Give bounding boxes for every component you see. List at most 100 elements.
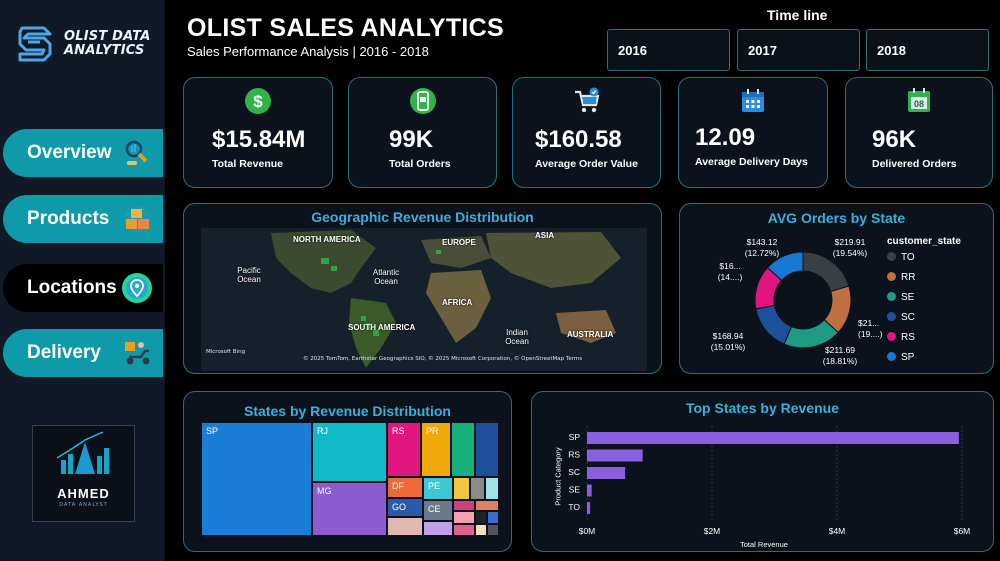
treemap-cell-df[interactable]: DF — [387, 477, 423, 498]
bar-y-tick-se: SE — [569, 485, 581, 495]
kpi-label: Total Revenue — [212, 158, 283, 170]
shopping-cart-icon — [574, 87, 599, 113]
bar-x-axis-title: Total Revenue — [740, 540, 788, 549]
treemap-cell-se[interactable] — [487, 511, 499, 524]
page-title: OLIST SALES ANALYTICS — [187, 14, 504, 42]
brand-logo: OLIST DATA ANALYTICS — [12, 18, 160, 74]
treemap-cell-rn[interactable] — [453, 511, 475, 524]
year-button-2016[interactable]: 2016 — [607, 29, 730, 71]
bar-se[interactable] — [587, 484, 592, 497]
author-name: AHMED — [57, 486, 110, 501]
treemap-cell-mt[interactable] — [470, 477, 485, 500]
kpi-total-orders: 99K Total Orders — [348, 77, 497, 188]
treemap-cell-sc[interactable] — [451, 422, 475, 477]
treemap-cell-ro[interactable] — [475, 524, 487, 536]
nav-delivery[interactable]: Delivery — [3, 329, 163, 377]
donut-label-rs: $16... (14....) — [717, 261, 743, 282]
calendar-08-icon: 08 — [908, 88, 930, 112]
world-map-image — [201, 228, 647, 371]
kpi-delivered-orders: 08 96K Delivered Orders — [845, 77, 993, 188]
donut-label-to: $219.91 (19.54%) — [832, 237, 868, 258]
brand-line1: OLIST DATA — [64, 29, 151, 44]
bar-x-tick: $4M — [829, 526, 846, 536]
treemap-cell-pr[interactable]: PR — [421, 422, 451, 477]
donut-chart[interactable] — [748, 245, 858, 355]
legend-item-se[interactable]: SE — [887, 292, 914, 303]
year-button-2018[interactable]: 2018 — [866, 29, 989, 71]
map-label-africa: AFRICA — [442, 298, 473, 307]
bar-x-tick: $6M — [954, 526, 971, 536]
author-role: DATA ANALYST — [59, 502, 108, 508]
treemap-cell-to[interactable] — [453, 524, 475, 536]
nav-products[interactable]: Products — [3, 195, 163, 243]
kpi-value: 99K — [389, 126, 434, 153]
brand-line2: ANALYTICS — [64, 43, 145, 58]
bar-sp[interactable] — [587, 432, 959, 444]
treemap-cell-mg[interactable]: MG — [312, 482, 387, 536]
bar-x-tick: $0M — [579, 526, 596, 536]
kpi-average-order-value: $160.58 Average Order Value — [512, 77, 661, 188]
treemap-cell-rj[interactable]: RJ — [312, 422, 387, 482]
calendar-icon — [742, 89, 764, 112]
legend-item-rr[interactable]: RR — [887, 272, 915, 283]
bar-chart[interactable]: $0M $2M $4M $6M SP RS SC SE TO — [552, 424, 972, 548]
analytics-logo-icon — [56, 431, 109, 474]
legend-item-sp[interactable]: SP — [887, 352, 914, 363]
treemap-cell-sp[interactable]: SP — [201, 422, 312, 536]
map-provider: Microsoft Bing — [206, 349, 246, 355]
map-attribution[interactable]: © 2025 TomTom, Earthstar Geographics SIO… — [303, 356, 583, 362]
map-label-south-america: SOUTH AMERICA — [348, 323, 416, 332]
magnifier-chart-icon — [125, 140, 148, 165]
legend-item-to[interactable]: TO — [887, 252, 915, 263]
bar-rs[interactable] — [587, 449, 643, 462]
bar-y-tick-rs: RS — [568, 450, 580, 460]
legend-item-sc[interactable]: SC — [887, 312, 915, 323]
treemap-cell-ms[interactable] — [453, 500, 475, 511]
map-label-atlantic: Atlantic Ocean — [372, 268, 400, 286]
treemap-cell-rs[interactable]: RS — [387, 422, 421, 477]
treemap-cell-pe[interactable]: PE — [423, 477, 453, 500]
legend-item-rs[interactable]: RS — [887, 332, 915, 343]
nav-overview-label: Overview — [27, 142, 112, 163]
nav-overview[interactable]: Overview — [3, 129, 163, 177]
treemap-cell-ba[interactable] — [475, 422, 499, 477]
bar-to[interactable] — [587, 502, 591, 514]
map-label-europe: EUROPE — [442, 238, 476, 247]
phone-order-icon — [409, 88, 436, 114]
logo-icon — [18, 26, 52, 62]
legend-title: customer_state — [887, 236, 961, 247]
bar-y-tick-sc: SC — [568, 467, 580, 477]
nav-locations[interactable]: Locations — [3, 264, 163, 312]
kpi-label: Total Orders — [389, 158, 451, 170]
treemap-cell-pa[interactable] — [453, 477, 470, 500]
donut-title: AVG Orders by State — [767, 210, 906, 226]
treemap-cell-go[interactable]: GO — [387, 498, 423, 517]
treemap-title: States by Revenue Distribution — [244, 403, 451, 419]
donut-slice-sc[interactable] — [755, 304, 793, 345]
treemap-chart[interactable]: SP RJ MG RS PR DF GO PE CE — [201, 422, 499, 536]
sidebar: OLIST DATA ANALYTICS Overview Products — [0, 0, 165, 561]
treemap-cell-ma[interactable] — [485, 477, 499, 500]
world-map[interactable]: NORTH AMERICA EUROPE ASIA Pacific Ocean … — [201, 228, 647, 371]
treemap-cell-pb[interactable] — [475, 500, 499, 511]
map-label-indian: Indian Ocean — [505, 328, 529, 346]
treemap-cell-ce[interactable]: CE — [423, 500, 453, 521]
kpi-average-delivery-days: 12.09 Average Delivery Days — [678, 77, 828, 188]
donut-slice-sp[interactable] — [766, 251, 804, 282]
kpi-value: 12.09 — [695, 124, 756, 151]
treemap-cell-al[interactable] — [475, 511, 487, 524]
treemap-cell-es[interactable] — [387, 517, 423, 536]
page-subtitle: Sales Performance Analysis | 2016 - 2018 — [187, 44, 429, 59]
svg-text:08: 08 — [914, 99, 924, 109]
kpi-label: Average Delivery Days — [695, 156, 808, 168]
nav-locations-label: Locations — [27, 277, 117, 298]
treemap-cell-pi[interactable] — [423, 521, 453, 536]
donut-label-sc: $168.94 (15.01%) — [710, 331, 746, 352]
year-button-2017[interactable]: 2017 — [737, 29, 860, 71]
nav-products-label: Products — [27, 208, 110, 229]
donut-label-rr: $21... (19....) — [858, 318, 883, 339]
treemap-cell-am[interactable] — [487, 524, 499, 536]
map-label-north-america: NORTH AMERICA — [293, 235, 361, 244]
bar-sc[interactable] — [587, 467, 626, 479]
